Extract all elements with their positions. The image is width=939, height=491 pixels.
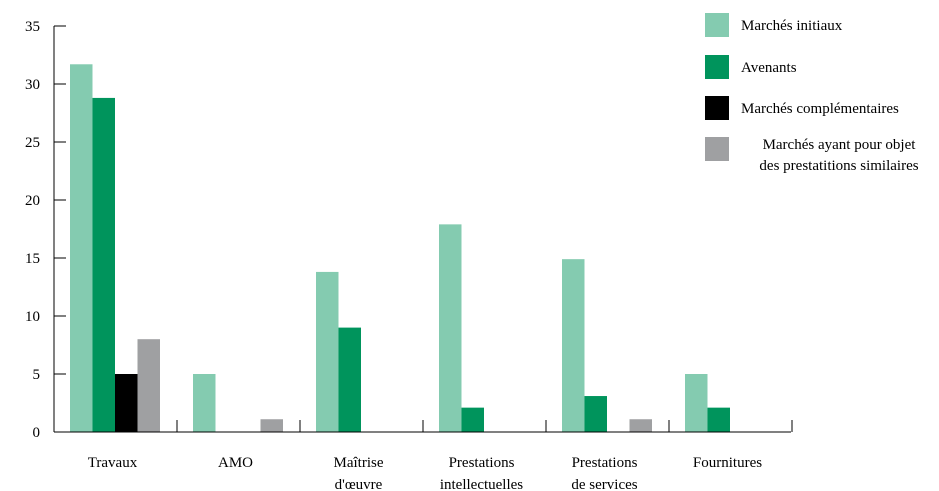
y-tick-label: 0 — [33, 425, 41, 441]
y-tick-label: 15 — [25, 251, 40, 267]
x-category-label: de services — [571, 477, 637, 491]
legend-label: des prestatitions similaires — [759, 158, 918, 174]
legend-label: Marchés ayant pour objet — [763, 137, 917, 153]
bar — [584, 396, 607, 432]
bar — [193, 374, 216, 432]
bar — [70, 64, 93, 432]
legend-swatch — [705, 96, 729, 120]
legend: Marchés initiaux Avenants Marchés compléme… — [705, 13, 919, 174]
bar — [338, 327, 361, 432]
bar — [439, 224, 462, 432]
x-category-label: Prestations — [449, 455, 515, 471]
bar — [562, 259, 585, 432]
x-category-label: d'œuvre — [335, 477, 383, 491]
x-category-label: intellectuelles — [440, 477, 523, 491]
x-category-label: Fournitures — [693, 455, 762, 471]
bar — [260, 419, 283, 432]
bar — [707, 407, 730, 432]
x-category-label: Travaux — [88, 455, 138, 471]
bars-group — [70, 64, 730, 433]
y-tick-label: 10 — [25, 309, 40, 325]
legend-label: Avenants — [741, 60, 797, 76]
bar — [137, 339, 160, 432]
bar — [92, 97, 115, 433]
bar — [115, 374, 138, 432]
legend-swatch — [705, 55, 729, 79]
y-tick-label: 30 — [25, 77, 40, 93]
x-category-label: Maîtrise — [334, 455, 384, 471]
bar — [685, 374, 708, 432]
legend-label: Marchés initiaux — [741, 18, 843, 34]
y-tick-label: 25 — [25, 135, 40, 151]
axes-group — [53, 26, 791, 433]
bar — [316, 271, 339, 432]
y-axis-ticks: 0 5 10 15 20 25 30 35 — [25, 19, 793, 441]
legend-swatch — [705, 13, 729, 37]
y-tick-label: 35 — [25, 19, 40, 35]
bar — [461, 407, 484, 432]
y-tick-label: 5 — [33, 367, 41, 383]
x-axis-labels: Travaux AMO Maîtrise d'œuvre Prestations inte… — [88, 455, 762, 491]
y-tick-label: 20 — [25, 193, 40, 209]
bar — [629, 419, 652, 432]
x-category-label: AMO — [218, 455, 253, 471]
legend-swatch — [705, 137, 729, 161]
x-category-label: Prestations — [572, 455, 638, 471]
legend-label: Marchés complémentaires — [741, 101, 899, 117]
